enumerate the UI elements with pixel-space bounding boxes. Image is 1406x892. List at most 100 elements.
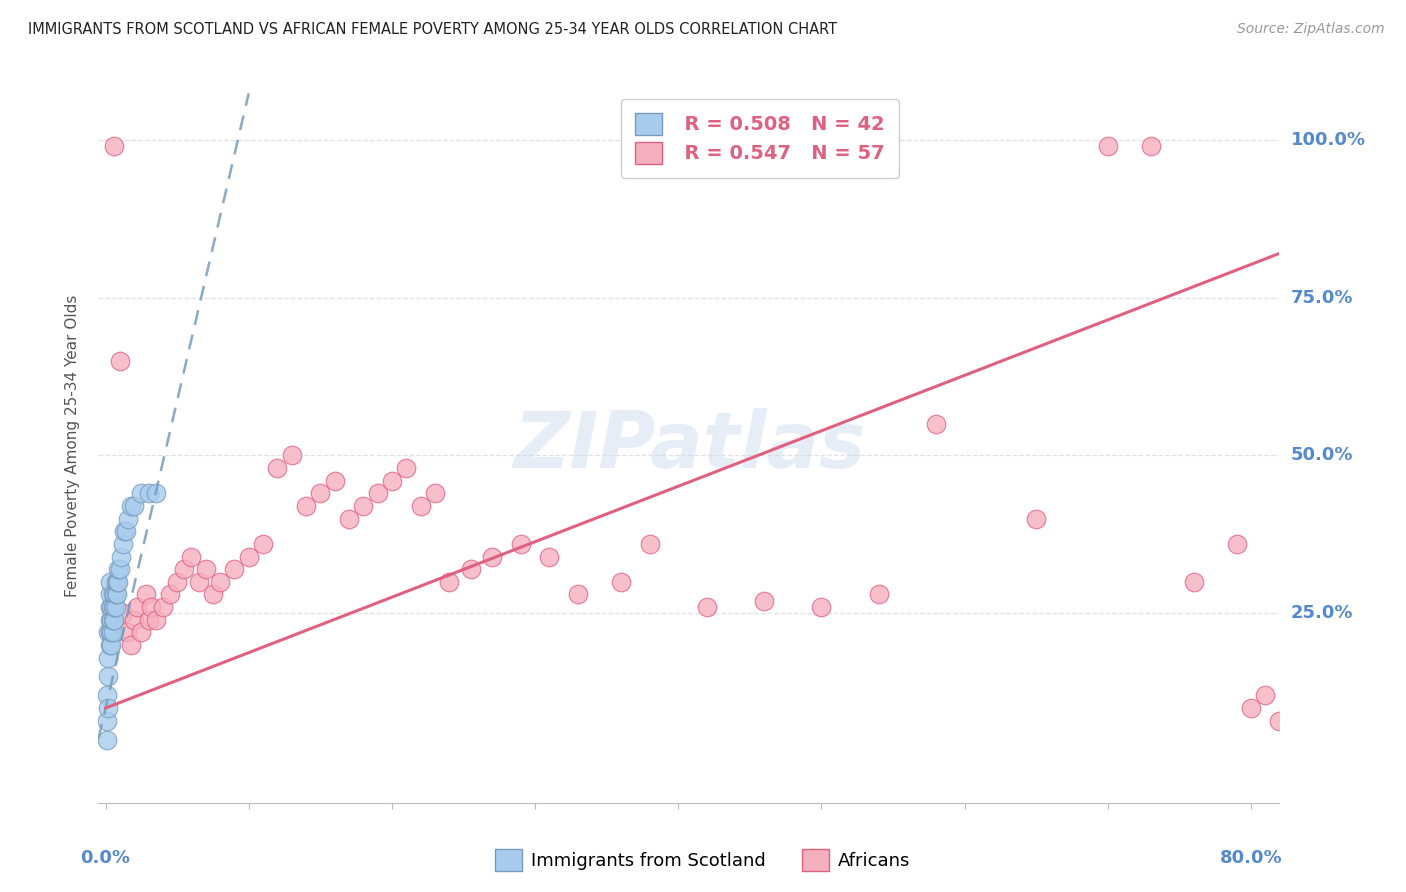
- Point: [201, 587, 224, 601]
- Point: [114, 524, 136, 539]
- Point: [381, 474, 404, 488]
- Point: [111, 607, 134, 621]
- Point: [252, 537, 274, 551]
- Point: [1268, 714, 1291, 728]
- Point: [145, 486, 167, 500]
- Point: [108, 353, 131, 368]
- Point: [100, 613, 122, 627]
- Point: [105, 587, 128, 601]
- Point: [352, 499, 374, 513]
- Point: [112, 524, 135, 539]
- Point: [100, 600, 122, 615]
- Point: [437, 574, 460, 589]
- Point: [131, 625, 153, 640]
- Point: [97, 701, 120, 715]
- Point: [145, 613, 167, 627]
- Point: [98, 587, 121, 601]
- Point: [280, 449, 302, 463]
- Point: [103, 613, 125, 627]
- Text: ZIPatlas: ZIPatlas: [513, 408, 865, 484]
- Point: [209, 574, 232, 589]
- Point: [925, 417, 948, 431]
- Text: 80.0%: 80.0%: [1219, 849, 1282, 867]
- Point: [108, 562, 131, 576]
- Point: [100, 625, 122, 640]
- Point: [101, 613, 124, 627]
- Point: [120, 499, 142, 513]
- Point: [567, 587, 589, 601]
- Point: [309, 486, 332, 500]
- Point: [638, 537, 661, 551]
- Point: [1225, 537, 1247, 551]
- Point: [97, 625, 120, 640]
- Point: [610, 574, 633, 589]
- Point: [481, 549, 503, 564]
- Point: [98, 613, 121, 627]
- Point: [159, 587, 181, 601]
- Legend:   R = 0.508   N = 42,   R = 0.547   N = 57: R = 0.508 N = 42, R = 0.547 N = 57: [621, 99, 898, 178]
- Point: [141, 600, 163, 615]
- Point: [1139, 139, 1161, 153]
- Point: [224, 562, 246, 576]
- Point: [509, 537, 531, 551]
- Point: [367, 486, 389, 500]
- Point: [1254, 689, 1277, 703]
- Point: [752, 593, 775, 607]
- Point: [115, 625, 138, 640]
- Point: [135, 587, 157, 601]
- Point: [101, 625, 124, 640]
- Point: [423, 486, 446, 500]
- Point: [395, 461, 418, 475]
- Point: [173, 562, 195, 576]
- Point: [323, 474, 346, 488]
- Legend: Immigrants from Scotland, Africans: Immigrants from Scotland, Africans: [488, 842, 918, 879]
- Point: [538, 549, 561, 564]
- Point: [194, 562, 217, 576]
- Point: [97, 669, 120, 683]
- Point: [97, 650, 120, 665]
- Point: [166, 574, 188, 589]
- Point: [180, 549, 202, 564]
- Point: [1097, 139, 1119, 153]
- Point: [122, 613, 145, 627]
- Point: [125, 600, 148, 615]
- Point: [110, 549, 132, 564]
- Point: [238, 549, 260, 564]
- Point: [103, 139, 125, 153]
- Point: [104, 574, 127, 589]
- Point: [138, 613, 160, 627]
- Point: [122, 499, 145, 513]
- Point: [98, 625, 121, 640]
- Point: [101, 600, 124, 615]
- Point: [101, 587, 124, 601]
- Text: 75.0%: 75.0%: [1291, 289, 1353, 307]
- Point: [810, 600, 832, 615]
- Point: [696, 600, 718, 615]
- Point: [105, 574, 128, 589]
- Point: [96, 714, 118, 728]
- Point: [98, 600, 121, 615]
- Point: [138, 486, 160, 500]
- Text: 100.0%: 100.0%: [1291, 131, 1365, 149]
- Point: [409, 499, 432, 513]
- Text: IMMIGRANTS FROM SCOTLAND VS AFRICAN FEMALE POVERTY AMONG 25-34 YEAR OLDS CORRELA: IMMIGRANTS FROM SCOTLAND VS AFRICAN FEMA…: [28, 22, 837, 37]
- Point: [266, 461, 288, 475]
- Point: [98, 638, 121, 652]
- Point: [104, 587, 127, 601]
- Point: [1182, 574, 1205, 589]
- Point: [103, 600, 125, 615]
- Text: 25.0%: 25.0%: [1291, 605, 1353, 623]
- Text: 50.0%: 50.0%: [1291, 447, 1353, 465]
- Point: [868, 587, 890, 601]
- Point: [1240, 701, 1263, 715]
- Point: [152, 600, 174, 615]
- Point: [96, 689, 118, 703]
- Point: [98, 574, 121, 589]
- Point: [337, 511, 360, 525]
- Point: [104, 600, 127, 615]
- Y-axis label: Female Poverty Among 25-34 Year Olds: Female Poverty Among 25-34 Year Olds: [65, 295, 80, 597]
- Point: [100, 638, 122, 652]
- Point: [187, 574, 209, 589]
- Point: [460, 562, 482, 576]
- Point: [103, 587, 125, 601]
